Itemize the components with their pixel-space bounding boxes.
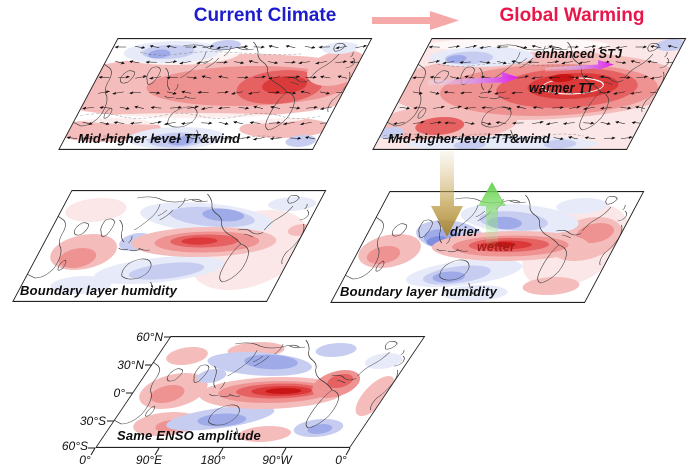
label-humidity-current: Boundary layer humidity xyxy=(20,283,178,298)
y-tick-0: 0° xyxy=(113,386,125,400)
label-humidity-warming: Boundary layer humidity xyxy=(340,284,498,299)
wind-arrows xyxy=(66,44,368,141)
y-tick-60n: 60°N xyxy=(136,330,163,344)
annotation-enhanced-stj: enhanced STJ xyxy=(535,47,623,61)
annotation-warmer-tt: warmer TT xyxy=(529,81,595,95)
annotation-wetter: wetter xyxy=(477,240,516,254)
annotation-drier: drier xyxy=(450,225,479,239)
x-tick-0w: 0° xyxy=(335,453,347,467)
map-humidity-current xyxy=(12,190,327,302)
label-enso: Same ENSO amplitude xyxy=(117,428,261,443)
x-tick-90w: 90°W xyxy=(262,453,292,467)
y-tick-30n: 30°N xyxy=(117,358,144,372)
title-global-warming: Global Warming xyxy=(499,5,645,26)
x-tick-90e: 90°E xyxy=(135,453,163,467)
panel-humidity-current xyxy=(12,190,327,302)
x-tick-0e: 0° xyxy=(79,453,91,467)
label-tt-current: Mid-higher level TT&wind xyxy=(78,131,241,146)
y-tick-60s: 60°S xyxy=(61,439,88,453)
title-current-climate: Current Climate xyxy=(193,5,337,26)
panel-enso xyxy=(95,336,426,448)
panel-tt-current xyxy=(58,38,373,150)
anomaly-blobs xyxy=(133,342,403,442)
y-tick-30s: 30°S xyxy=(79,414,106,428)
anomaly-blobs xyxy=(50,197,317,294)
transition-arrow-icon xyxy=(372,11,459,30)
map-tt-current xyxy=(58,38,373,150)
map-enso xyxy=(95,336,426,448)
x-tick-180: 180° xyxy=(200,453,226,467)
label-tt-warming: Mid-higher level TT&wind xyxy=(388,131,551,146)
